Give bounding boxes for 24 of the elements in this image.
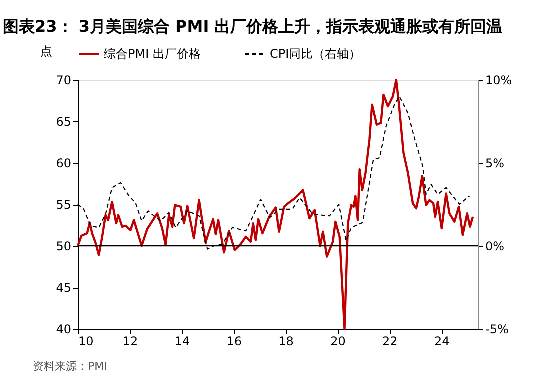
x-tick-label: 16	[226, 334, 242, 348]
y-axis-title: 点	[40, 44, 52, 58]
x-tick-label: 20	[330, 334, 346, 348]
x-tick-label: 24	[434, 334, 450, 348]
y-tick-label: 55	[56, 198, 72, 212]
y2-tick-label: 0%	[486, 240, 505, 254]
y2-tick-label: -5%	[486, 322, 509, 336]
legend-label: CPI同比（右轴）	[270, 47, 362, 61]
y-tick-label: 60	[56, 156, 72, 170]
chart-title: 图表23： 3月美国综合 PMI 出厂价格上升，指示表观通胀或有所回温	[3, 17, 503, 36]
x-tick-label: 12	[122, 334, 138, 348]
y-tick-label: 70	[56, 74, 72, 88]
y-tick-label: 40	[56, 322, 72, 336]
y2-tick-label: 5%	[486, 156, 505, 170]
y-tick-label: 50	[56, 240, 72, 254]
text: 资料来源：PMI	[33, 360, 108, 373]
x-tick-label: 22	[382, 334, 398, 348]
legend-label: 综合PMI 出厂价格	[104, 47, 201, 61]
x-tick-label: 14	[174, 334, 190, 348]
y-tick-label: 65	[56, 115, 72, 129]
x-tick-label: 18	[278, 334, 294, 348]
y2-tick-label: 10%	[486, 74, 512, 88]
y-tick-label: 45	[56, 281, 72, 295]
x-tick-label: 10	[78, 334, 94, 348]
